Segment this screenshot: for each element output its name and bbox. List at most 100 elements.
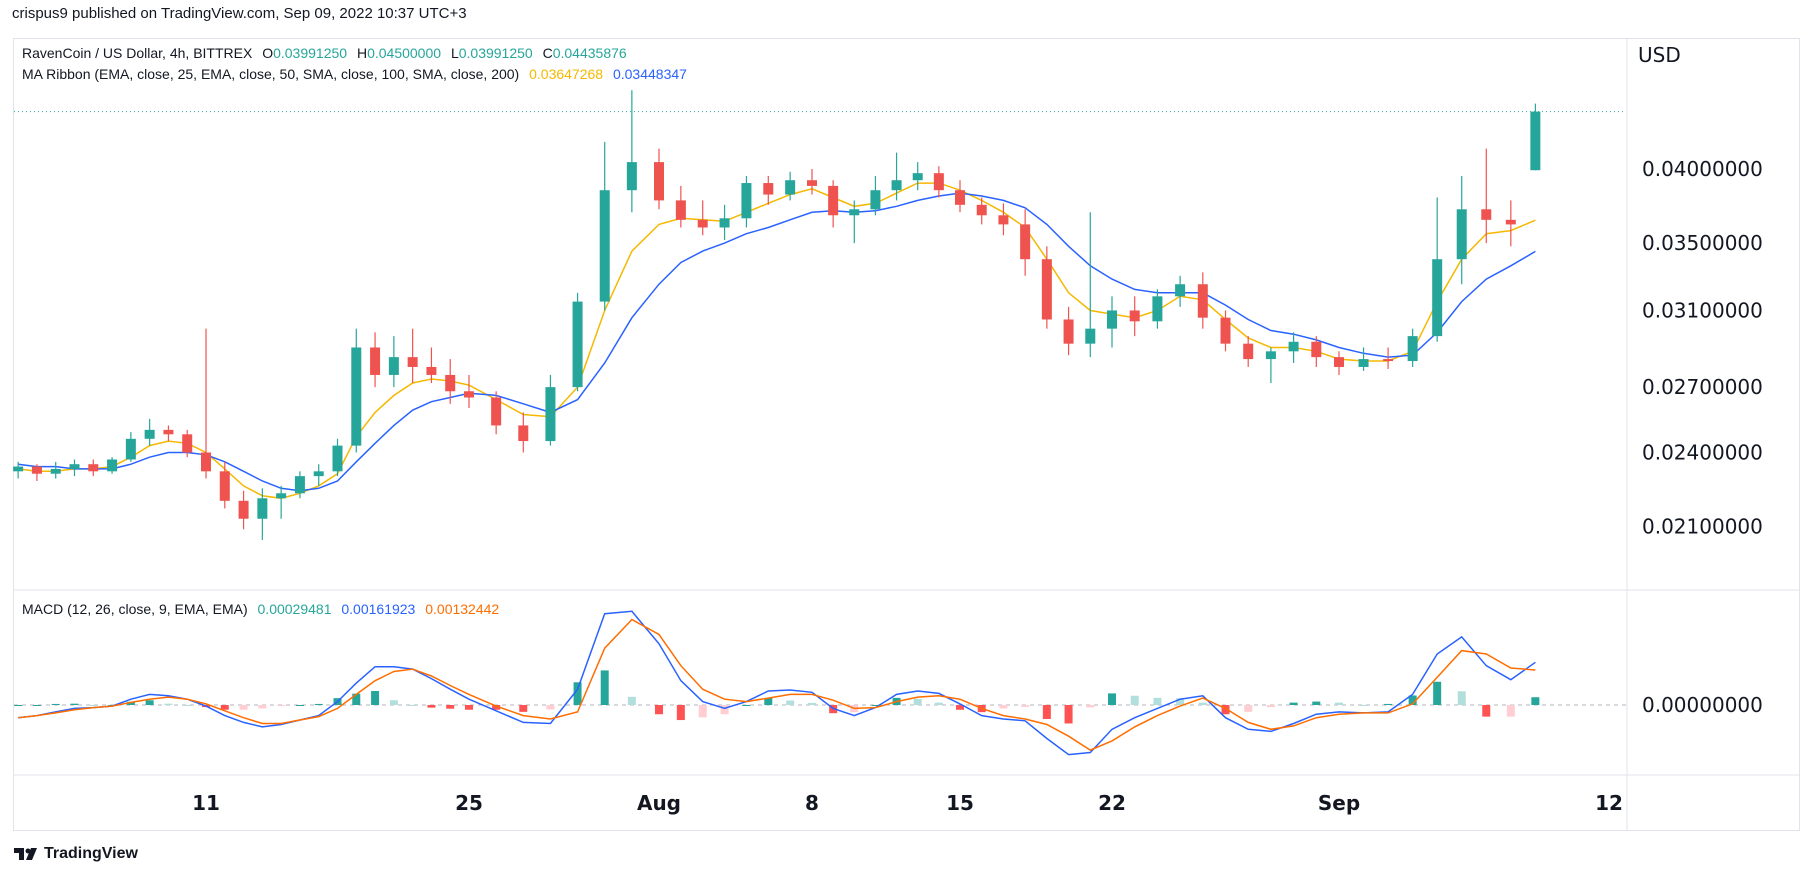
candle-body bbox=[998, 215, 1009, 225]
open-label: O bbox=[262, 45, 274, 61]
price-tick-label: 0.03100000 bbox=[1642, 298, 1763, 322]
candle bbox=[1175, 275, 1186, 307]
candle-body bbox=[1334, 357, 1344, 367]
candle-body bbox=[163, 429, 174, 435]
candle bbox=[1456, 175, 1467, 285]
macd-histogram-bar bbox=[1335, 702, 1343, 705]
macd-histogram-bar bbox=[1064, 705, 1073, 724]
candle bbox=[1530, 103, 1541, 171]
candle bbox=[1152, 289, 1163, 329]
candle-body bbox=[1311, 341, 1322, 358]
candle bbox=[1129, 296, 1140, 337]
macd-histogram-bar bbox=[51, 703, 60, 705]
candle bbox=[88, 459, 99, 477]
candle-body bbox=[1220, 317, 1231, 344]
candle bbox=[741, 175, 752, 228]
candle bbox=[1197, 272, 1208, 329]
time-tick-label: 15 bbox=[946, 791, 974, 815]
candle-body bbox=[370, 347, 381, 375]
candle bbox=[998, 203, 1009, 236]
candle bbox=[351, 328, 362, 453]
macd-title[interactable]: MACD (12, 26, close, 9, EMA, EMA) bbox=[22, 601, 248, 617]
candle bbox=[370, 332, 381, 388]
candle-body bbox=[426, 366, 437, 375]
candle-body bbox=[1288, 341, 1299, 352]
candle-body bbox=[955, 190, 965, 205]
candle bbox=[1505, 200, 1516, 247]
candle-body bbox=[388, 357, 399, 375]
candle bbox=[912, 162, 923, 191]
macd-histogram-bar bbox=[352, 693, 361, 705]
macd-histogram-bar bbox=[1531, 697, 1540, 705]
macd-histogram-bar bbox=[1153, 697, 1162, 705]
candle bbox=[1063, 306, 1074, 356]
candle-body bbox=[891, 180, 902, 191]
candle bbox=[1432, 197, 1443, 342]
candle-body bbox=[125, 438, 136, 460]
macd-histogram-bar bbox=[371, 691, 380, 705]
candle bbox=[1407, 328, 1418, 367]
tradingview-logo[interactable]: TradingView bbox=[14, 845, 138, 863]
candle-body bbox=[1530, 111, 1541, 171]
candle-body bbox=[1085, 328, 1096, 344]
candle-body bbox=[599, 190, 610, 302]
price-tick-label: 0.02400000 bbox=[1642, 441, 1763, 465]
macd-histogram-bar bbox=[676, 705, 685, 721]
macd-histogram-bar bbox=[446, 705, 455, 709]
candle-body bbox=[1020, 224, 1031, 260]
candle bbox=[599, 141, 610, 311]
candle bbox=[891, 152, 902, 201]
candle bbox=[1383, 347, 1394, 369]
candle bbox=[697, 200, 708, 236]
macd-pane[interactable] bbox=[14, 610, 1626, 756]
macd-histogram-bar bbox=[1359, 705, 1368, 706]
candle-body bbox=[201, 452, 211, 472]
high-label: H bbox=[356, 45, 368, 61]
candle-body bbox=[1407, 336, 1418, 362]
open-value: 0.03991250 bbox=[273, 45, 348, 61]
candle bbox=[332, 438, 343, 477]
candle-body bbox=[763, 183, 774, 195]
candle bbox=[313, 464, 324, 486]
macd-histogram-bar bbox=[698, 705, 707, 718]
macd-histogram-bar bbox=[913, 698, 922, 705]
tradingview-logo-icon bbox=[14, 848, 37, 860]
candle bbox=[426, 347, 437, 384]
candle-body bbox=[219, 471, 230, 501]
candle bbox=[491, 391, 502, 435]
time-tick-label: 22 bbox=[1098, 791, 1126, 815]
time-tick-label: Sep bbox=[1318, 791, 1360, 815]
candle bbox=[1041, 246, 1052, 329]
macd-histogram-bar bbox=[720, 705, 729, 715]
macd-histogram-bar bbox=[277, 705, 286, 707]
candle-body bbox=[626, 162, 637, 191]
candle bbox=[849, 200, 860, 244]
macd-histogram-bar bbox=[871, 705, 880, 706]
signal-line bbox=[18, 618, 1536, 751]
candle bbox=[50, 461, 61, 479]
candle bbox=[626, 90, 637, 213]
macd-histogram-bar bbox=[1266, 705, 1275, 708]
candle-body bbox=[1456, 209, 1467, 260]
macd-histogram-bar bbox=[295, 705, 304, 706]
price-pane[interactable] bbox=[13, 90, 1626, 540]
ema-50-line bbox=[18, 192, 1536, 492]
macd-histogram-bar bbox=[1130, 695, 1139, 705]
ma-ribbon-title[interactable]: MA Ribbon (EMA, close, 25, EMA, close, 5… bbox=[22, 66, 520, 82]
close-value: 0.04435876 bbox=[552, 45, 627, 61]
macd-histogram-bar bbox=[1021, 705, 1030, 707]
macd-histogram-bar bbox=[32, 705, 41, 706]
macd-histogram-bar bbox=[1042, 705, 1051, 719]
candle bbox=[31, 464, 42, 481]
time-tick-label: 8 bbox=[805, 791, 819, 815]
candle bbox=[294, 471, 305, 499]
candle-body bbox=[1041, 259, 1052, 320]
macd-histogram-bar bbox=[183, 705, 192, 706]
macd-line bbox=[18, 610, 1536, 756]
macd-histogram-bar bbox=[14, 705, 23, 706]
macd-histogram-bar bbox=[389, 700, 398, 705]
candle bbox=[144, 418, 155, 446]
macd-tick-label: 0.00000000 bbox=[1642, 693, 1763, 717]
macd-histogram-bar bbox=[1108, 693, 1116, 705]
